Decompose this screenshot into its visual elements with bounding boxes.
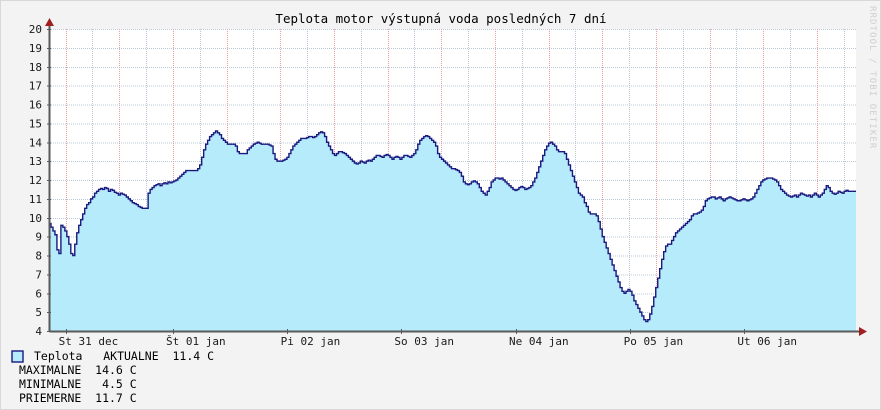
x-tick-label: Po 05 jan xyxy=(624,335,684,348)
y-tick-label: 11 xyxy=(29,193,42,206)
y-tick-label: 9 xyxy=(35,231,42,244)
x-axis-tick-labels: St 31 dec Št 01 jan Pi 02 jan So 03 jan Ne 0… xyxy=(59,335,797,348)
x-tick-label: Ne 04 jan xyxy=(509,335,569,348)
legend-row-minimum: MINIMALNE 4.5 C xyxy=(19,377,137,391)
y-tick-label: 17 xyxy=(29,80,42,93)
x-tick-label: Št 01 jan xyxy=(166,335,226,348)
series-area-teplota xyxy=(49,130,856,331)
y-axis-tick-labels: 4 5 6 7 8 9 10 11 12 13 14 15 16 17 18 19 20 xyxy=(29,23,43,338)
y-tick-label: 15 xyxy=(29,117,42,130)
y-tick-label: 13 xyxy=(29,155,42,168)
y-tick-label: 14 xyxy=(29,136,43,149)
y-tick-label: 10 xyxy=(29,212,42,225)
axes xyxy=(45,18,867,336)
x-tick-label: Ut 06 jan xyxy=(737,335,797,348)
legend: Teplota AKTUALNE 11.4 C MAXIMALNE 14.6 C… xyxy=(11,349,214,405)
y-tick-label: 4 xyxy=(35,325,42,338)
rrdtool-watermark: RRDTOOL / TOBI OETIKER xyxy=(867,6,877,149)
x-tick-label: So 03 jan xyxy=(394,335,454,348)
legend-row-current: Teplota AKTUALNE 11.4 C xyxy=(34,349,214,363)
y-tick-label: 12 xyxy=(29,174,42,187)
y-tick-label: 16 xyxy=(29,99,42,112)
series-color-swatch xyxy=(11,350,24,363)
y-tick-label: 18 xyxy=(29,61,42,74)
y-tick-label: 19 xyxy=(29,42,42,55)
y-tick-label: 5 xyxy=(35,306,42,319)
legend-row-maximum: MAXIMALNE 14.6 C xyxy=(19,363,137,377)
y-tick-label: 20 xyxy=(29,23,42,36)
legend-row-average: PRIEMERNE 11.7 C xyxy=(19,391,137,405)
x-tick-label: Pi 02 jan xyxy=(281,335,341,348)
y-tick-label: 8 xyxy=(35,250,42,263)
x-tick-label: St 31 dec xyxy=(59,335,119,348)
chart-title: Teplota motor výstupná voda posledných 7… xyxy=(275,11,606,26)
series-line-teplota xyxy=(49,130,856,323)
y-tick-label: 6 xyxy=(35,287,42,300)
y-tick-label: 7 xyxy=(35,268,42,281)
